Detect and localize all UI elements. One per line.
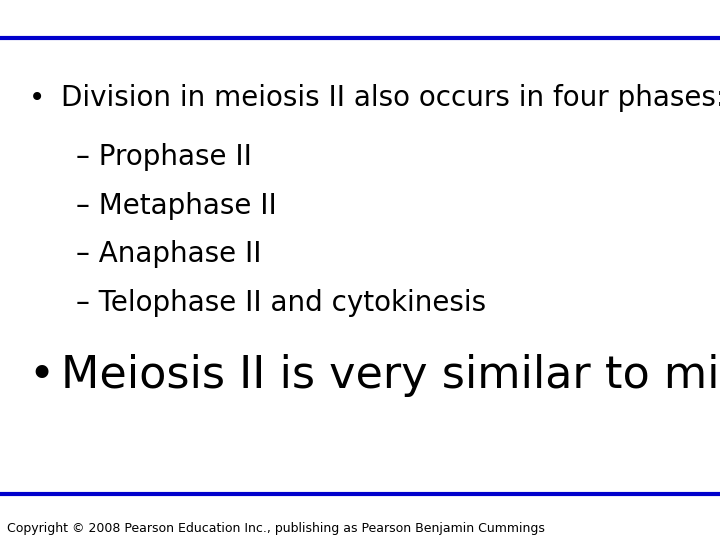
Text: •: •	[29, 354, 55, 397]
Text: – Telophase II and cytokinesis: – Telophase II and cytokinesis	[76, 289, 486, 317]
Text: Meiosis II is very similar to mitosis: Meiosis II is very similar to mitosis	[61, 354, 720, 397]
Text: – Prophase II: – Prophase II	[76, 143, 251, 171]
Text: – Metaphase II: – Metaphase II	[76, 192, 276, 220]
Text: Division in meiosis II also occurs in four phases:: Division in meiosis II also occurs in fo…	[61, 84, 720, 112]
Text: Copyright © 2008 Pearson Education Inc., publishing as Pearson Benjamin Cummings: Copyright © 2008 Pearson Education Inc.,…	[7, 522, 545, 535]
Text: – Anaphase II: – Anaphase II	[76, 240, 261, 268]
Text: •: •	[29, 84, 45, 112]
